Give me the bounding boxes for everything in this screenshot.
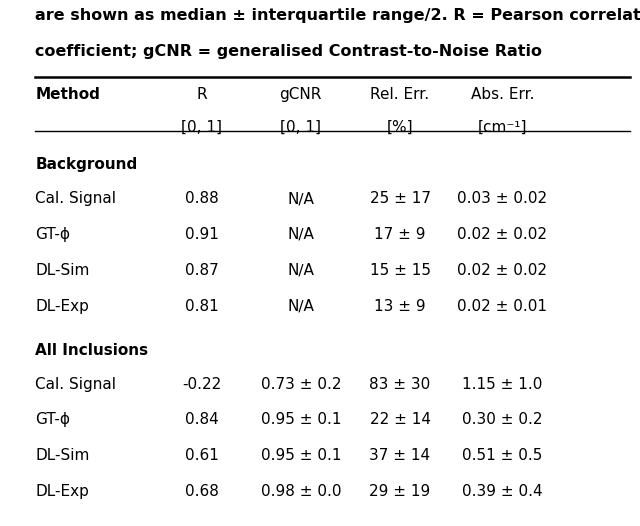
Text: 0.87: 0.87 bbox=[185, 263, 218, 278]
Text: 0.30 ± 0.2: 0.30 ± 0.2 bbox=[462, 412, 543, 428]
Text: 22 ± 14: 22 ± 14 bbox=[369, 412, 431, 428]
Text: 25 ± 17: 25 ± 17 bbox=[369, 191, 431, 206]
Text: 0.95 ± 0.1: 0.95 ± 0.1 bbox=[260, 412, 341, 428]
Text: 0.68: 0.68 bbox=[185, 484, 218, 499]
Text: [0, 1]: [0, 1] bbox=[181, 119, 222, 135]
Text: GT-ϕ: GT-ϕ bbox=[35, 227, 70, 242]
Text: 17 ± 9: 17 ± 9 bbox=[374, 227, 426, 242]
Text: 15 ± 15: 15 ± 15 bbox=[369, 263, 431, 278]
Text: -0.22: -0.22 bbox=[182, 377, 221, 392]
Text: 37 ± 14: 37 ± 14 bbox=[369, 448, 431, 463]
Text: Cal. Signal: Cal. Signal bbox=[35, 191, 116, 206]
Text: 0.02 ± 0.02: 0.02 ± 0.02 bbox=[458, 263, 547, 278]
Text: 0.73 ± 0.2: 0.73 ± 0.2 bbox=[260, 377, 341, 392]
Text: N∕A: N∕A bbox=[287, 263, 314, 278]
Text: Cal. Signal: Cal. Signal bbox=[35, 377, 116, 392]
Text: [0, 1]: [0, 1] bbox=[280, 119, 321, 135]
Text: 0.02 ± 0.01: 0.02 ± 0.01 bbox=[458, 299, 547, 313]
Text: 0.03 ± 0.02: 0.03 ± 0.02 bbox=[458, 191, 547, 206]
Text: N∕A: N∕A bbox=[287, 191, 314, 206]
Text: are shown as median ± interquartile range/2. R = Pearson correlation: are shown as median ± interquartile rang… bbox=[35, 8, 640, 23]
Text: 0.84: 0.84 bbox=[185, 412, 218, 428]
Text: 0.95 ± 0.1: 0.95 ± 0.1 bbox=[260, 448, 341, 463]
Text: DL-Sim: DL-Sim bbox=[35, 448, 90, 463]
Text: R: R bbox=[196, 87, 207, 102]
Text: N∕A: N∕A bbox=[287, 227, 314, 242]
Text: 0.98 ± 0.0: 0.98 ± 0.0 bbox=[260, 484, 341, 499]
Text: 13 ± 9: 13 ± 9 bbox=[374, 299, 426, 313]
Text: Abs. Err.: Abs. Err. bbox=[470, 87, 534, 102]
Text: GT-ϕ: GT-ϕ bbox=[35, 412, 70, 428]
Text: 0.02 ± 0.02: 0.02 ± 0.02 bbox=[458, 227, 547, 242]
Text: 0.91: 0.91 bbox=[185, 227, 218, 242]
Text: 0.51 ± 0.5: 0.51 ± 0.5 bbox=[462, 448, 543, 463]
Text: DL-Exp: DL-Exp bbox=[35, 299, 89, 313]
Text: 29 ± 19: 29 ± 19 bbox=[369, 484, 431, 499]
Text: gCNR: gCNR bbox=[280, 87, 322, 102]
Text: 0.61: 0.61 bbox=[185, 448, 218, 463]
Text: Background: Background bbox=[35, 157, 138, 173]
Text: N∕A: N∕A bbox=[287, 299, 314, 313]
Text: 1.15 ± 1.0: 1.15 ± 1.0 bbox=[462, 377, 543, 392]
Text: [%]: [%] bbox=[387, 119, 413, 135]
Text: Rel. Err.: Rel. Err. bbox=[371, 87, 429, 102]
Text: All Inclusions: All Inclusions bbox=[35, 343, 148, 358]
Text: coefficient; gCNR = generalised Contrast-to-Noise Ratio: coefficient; gCNR = generalised Contrast… bbox=[35, 44, 542, 59]
Text: [cm⁻¹]: [cm⁻¹] bbox=[477, 119, 527, 135]
Text: Method: Method bbox=[35, 87, 100, 102]
Text: 0.81: 0.81 bbox=[185, 299, 218, 313]
Text: 0.88: 0.88 bbox=[185, 191, 218, 206]
Text: DL-Sim: DL-Sim bbox=[35, 263, 90, 278]
Text: 0.39 ± 0.4: 0.39 ± 0.4 bbox=[462, 484, 543, 499]
Text: 83 ± 30: 83 ± 30 bbox=[369, 377, 431, 392]
Text: DL-Exp: DL-Exp bbox=[35, 484, 89, 499]
